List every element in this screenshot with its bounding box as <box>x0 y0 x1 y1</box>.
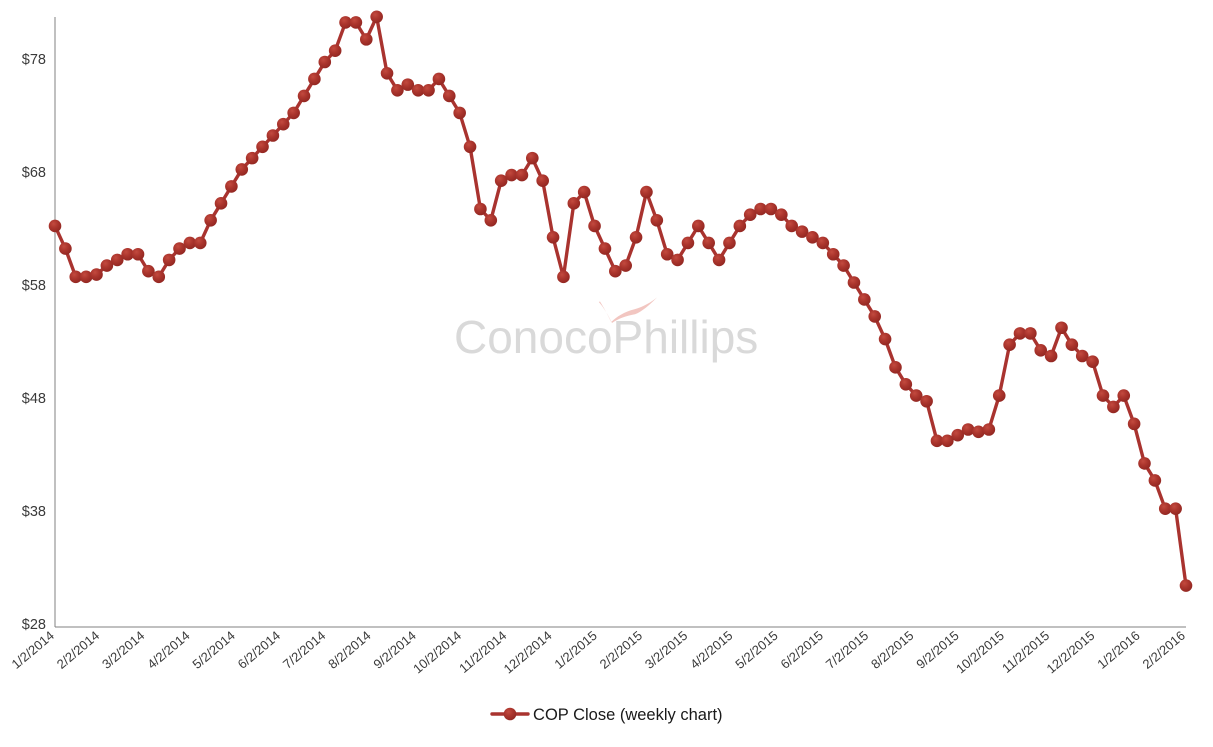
svg-text:2/2/2014: 2/2/2014 <box>54 628 102 672</box>
svg-text:3/2/2014: 3/2/2014 <box>99 628 147 672</box>
svg-text:12/2/2015: 12/2/2015 <box>1043 628 1097 677</box>
svg-text:1/2/2014: 1/2/2014 <box>9 628 57 672</box>
svg-text:1/2/2016: 1/2/2016 <box>1094 628 1142 672</box>
svg-text:5/2/2015: 5/2/2015 <box>732 628 780 672</box>
svg-text:8/2/2015: 8/2/2015 <box>868 628 916 672</box>
svg-text:1/2/2015: 1/2/2015 <box>551 628 599 672</box>
svg-text:6/2/2014: 6/2/2014 <box>235 628 283 672</box>
svg-text:8/2/2014: 8/2/2014 <box>325 628 373 672</box>
svg-text:7/2/2015: 7/2/2015 <box>823 628 871 672</box>
svg-text:12/2/2014: 12/2/2014 <box>501 628 555 677</box>
svg-text:11/2/2015: 11/2/2015 <box>999 628 1052 676</box>
svg-text:10/2/2015: 10/2/2015 <box>953 628 1007 677</box>
svg-text:4/2/2015: 4/2/2015 <box>687 628 735 672</box>
svg-text:4/2/2014: 4/2/2014 <box>144 628 192 672</box>
svg-text:ConocoPhillips: ConocoPhillips <box>454 311 758 363</box>
svg-text:11/2/2014: 11/2/2014 <box>456 628 509 676</box>
svg-text:10/2/2014: 10/2/2014 <box>410 628 464 677</box>
svg-text:2/2/2016: 2/2/2016 <box>1140 628 1188 672</box>
svg-text:6/2/2015: 6/2/2015 <box>778 628 826 672</box>
svg-text:5/2/2014: 5/2/2014 <box>189 628 237 672</box>
svg-text:2/2/2015: 2/2/2015 <box>597 628 645 672</box>
svg-text:3/2/2015: 3/2/2015 <box>642 628 690 672</box>
svg-text:7/2/2014: 7/2/2014 <box>280 628 328 672</box>
